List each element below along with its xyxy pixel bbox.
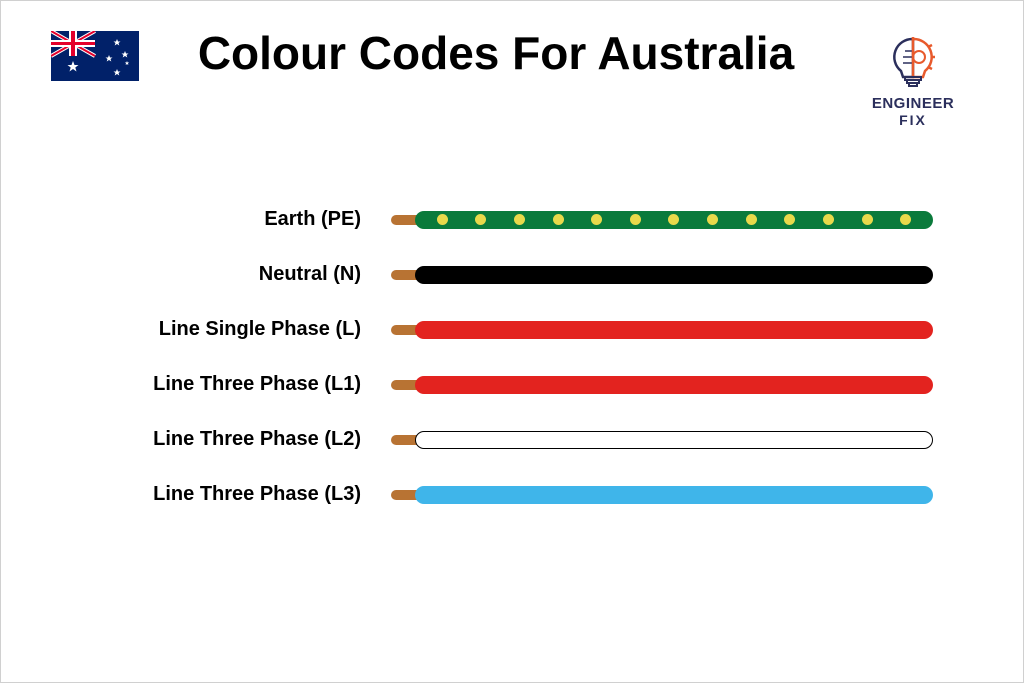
stripe-dot [630, 214, 641, 225]
stripe-dot [553, 214, 564, 225]
wire-row: Earth (PE) [91, 208, 933, 231]
wire-label: Neutral (N) [91, 263, 391, 286]
brand-text-1: ENGINEER [853, 95, 973, 112]
brand-text-2: FIX [853, 112, 973, 128]
page-title: Colour Codes For Australia [139, 25, 853, 83]
wire-list: Earth (PE) Neutral (N) Line Single Phase (… [1, 208, 1023, 506]
brand-logo: ENGINEER FIX [853, 31, 973, 128]
wire-row: Line Three Phase (L1) [91, 373, 933, 396]
wire-graphic [391, 321, 933, 339]
wire-row: Neutral (N) [91, 263, 933, 286]
wire-label: Line Single Phase (L) [91, 318, 391, 341]
wire-label: Line Three Phase (L2) [91, 428, 391, 451]
stripe-dot [900, 214, 911, 225]
stripe-dot [823, 214, 834, 225]
wire-graphic [391, 431, 933, 449]
lightbulb-gear-icon [883, 31, 943, 91]
wire-graphic [391, 211, 933, 229]
wire-stripe-dots [415, 211, 933, 229]
wire-label: Line Three Phase (L1) [91, 373, 391, 396]
stripe-dot [591, 214, 602, 225]
wire-label: Line Three Phase (L3) [91, 483, 391, 506]
wire-insulation [415, 211, 933, 229]
stripe-dot [784, 214, 795, 225]
stripe-dot [862, 214, 873, 225]
stripe-dot [514, 214, 525, 225]
wire-graphic [391, 266, 933, 284]
wire-graphic [391, 486, 933, 504]
wire-insulation [415, 266, 933, 284]
wire-row: Line Three Phase (L3) [91, 483, 933, 506]
wire-row: Line Single Phase (L) [91, 318, 933, 341]
stripe-dot [707, 214, 718, 225]
australia-flag-icon [51, 31, 139, 81]
wire-insulation [415, 321, 933, 339]
wire-label: Earth (PE) [91, 208, 391, 231]
stripe-dot [475, 214, 486, 225]
stripe-dot [668, 214, 679, 225]
wire-insulation [415, 376, 933, 394]
stripe-dot [746, 214, 757, 225]
wire-insulation [415, 486, 933, 504]
wire-graphic [391, 376, 933, 394]
stripe-dot [437, 214, 448, 225]
wire-insulation [415, 431, 933, 449]
header: Colour Codes For Australia ENGINEER FIX [1, 1, 1023, 128]
wire-row: Line Three Phase (L2) [91, 428, 933, 451]
